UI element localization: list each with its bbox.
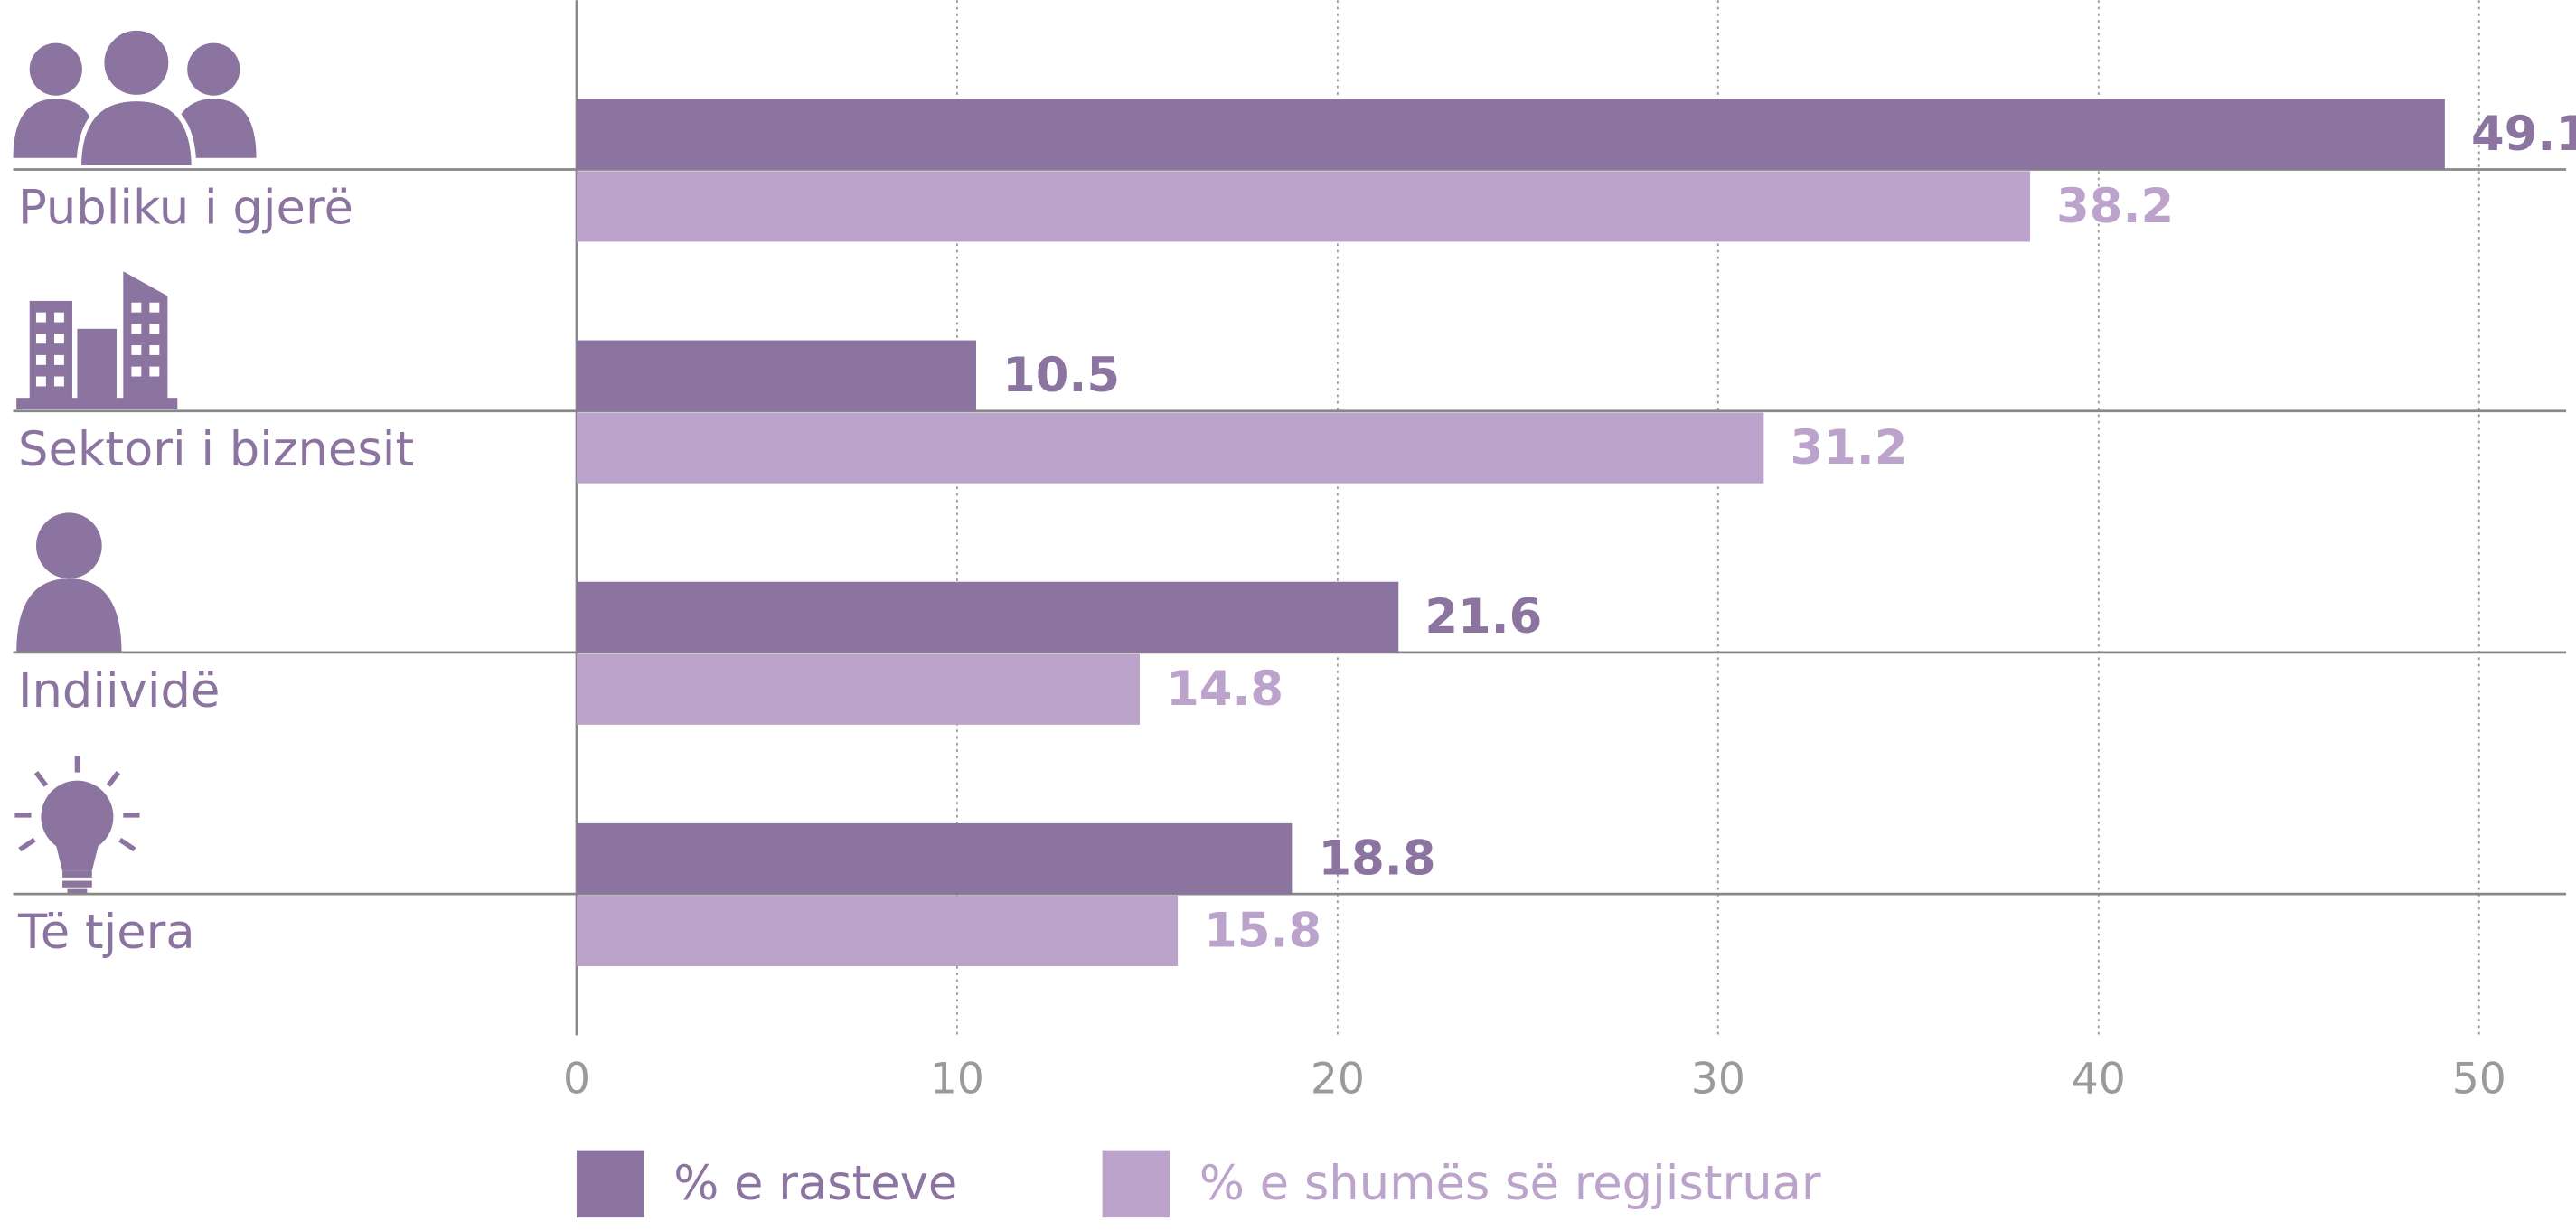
- category-label: Sektori i biznesit: [18, 422, 414, 477]
- bar: [576, 171, 2031, 242]
- value-label: 14.8: [1166, 662, 1283, 717]
- value-label: 38.2: [2056, 179, 2174, 234]
- value-label: 21.6: [1424, 589, 1542, 644]
- bar: [576, 412, 1764, 484]
- legend-label: % e rasteve: [673, 1156, 957, 1211]
- value-label: 18.8: [1318, 831, 1435, 886]
- x-tick-label: 10: [930, 1054, 984, 1104]
- value-label: 31.2: [1790, 420, 1907, 475]
- bar: [576, 340, 976, 411]
- value-label: 49.1: [2471, 107, 2576, 162]
- category-label: Indiividë: [18, 663, 220, 719]
- person-icon: [16, 512, 122, 653]
- bulb-icon: [14, 756, 140, 895]
- value-label: 10.5: [1002, 348, 1120, 403]
- legend-swatch: [1102, 1150, 1170, 1218]
- x-tick-label: 20: [1311, 1054, 1365, 1104]
- icons: [13, 25, 257, 895]
- bar: [576, 99, 2445, 170]
- building-icon: [16, 271, 178, 409]
- x-tick-label: 40: [2072, 1054, 2126, 1104]
- category-label: Të tjera: [17, 905, 195, 960]
- bar: [576, 822, 1293, 895]
- people-icon: [13, 25, 257, 171]
- bar: [576, 581, 1399, 653]
- value-label: 15.8: [1204, 903, 1321, 958]
- x-tick-label: 50: [2452, 1054, 2506, 1104]
- bar: [576, 895, 1179, 967]
- bar: [576, 653, 1140, 725]
- x-tick-label: 0: [563, 1054, 590, 1104]
- legend-swatch: [576, 1150, 644, 1218]
- x-tick-label: 30: [1691, 1054, 1745, 1104]
- category-label: Publiku i gjerë: [18, 181, 353, 236]
- legend-label: % e shumës së regjistruar: [1199, 1156, 1821, 1211]
